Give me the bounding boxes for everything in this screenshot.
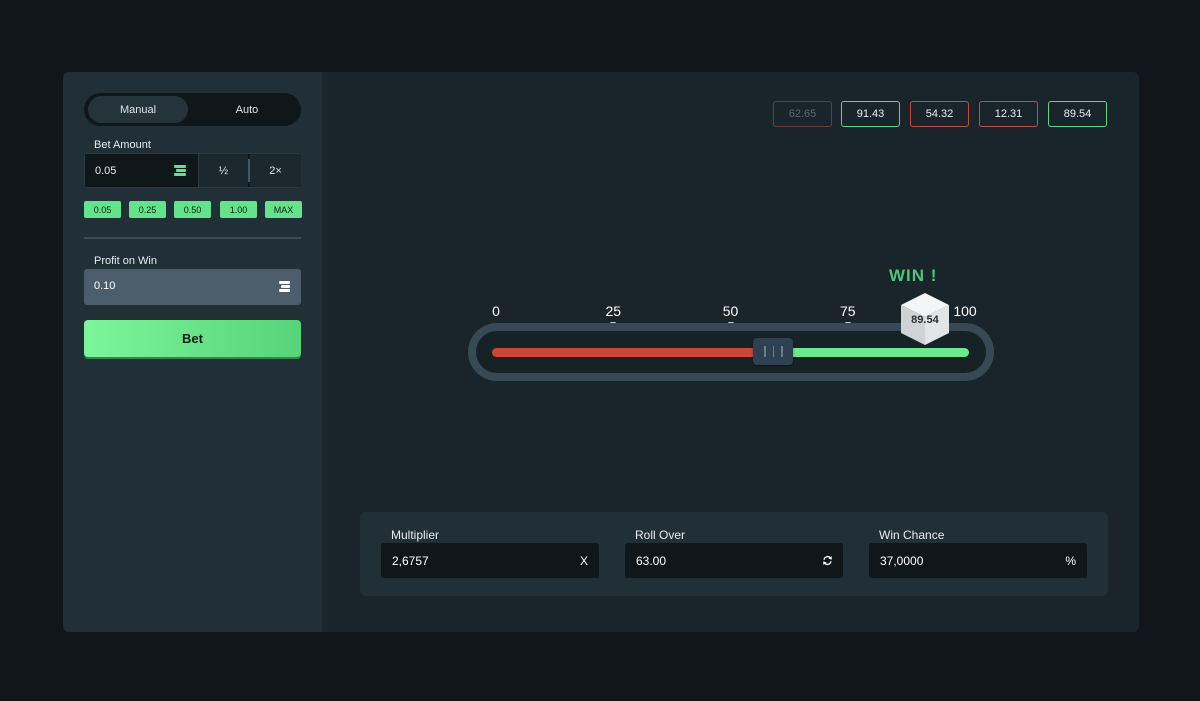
multiplier-value: 2,6757 [392,554,429,568]
profit-value: 0.10 [94,280,116,292]
dice-icon [900,293,949,345]
scale-tick-label: 50 [722,303,739,319]
profit-on-win-label: Profit on Win [94,255,157,267]
tab-auto[interactable]: Auto [235,103,259,116]
scale-tick-label: 75 [839,303,856,319]
result-dice: 89.54 [899,291,951,347]
history-chip: 62.65 [773,101,832,127]
preset-button-1-00[interactable]: 1.00 [220,201,257,218]
win-chance-suffix: % [1065,554,1076,568]
roll-over-label: Roll Over [635,528,686,542]
roll-over-slider-handle[interactable] [753,338,794,365]
win-chance-field[interactable]: 37,0000 % [869,543,1087,578]
double-bet-button[interactable]: 2× [250,154,301,187]
preset-button-0-25[interactable]: 0.25 [129,201,166,218]
preset-button-0-05[interactable]: 0.05 [84,201,121,218]
bet-sidebar: Manual Auto Bet Amount ½ 2× 0.05 0.25 0.… [63,72,323,632]
dice-result-value: 89.54 [911,314,939,326]
lose-range-bar [492,348,774,357]
win-chance-label: Win Chance [879,528,945,542]
preset-button-0-50[interactable]: 0.50 [174,201,211,218]
roll-over-field[interactable]: 63.00 [625,543,843,578]
win-chance-value: 37,0000 [880,554,924,568]
profit-on-win-field: 0.10 [84,269,301,305]
tab-manual[interactable]: Manual [88,96,188,123]
section-divider [84,237,301,239]
history-chip: 54.32 [910,101,969,127]
win-range-bar [773,348,969,357]
multiplier-suffix: X [579,554,588,568]
preset-button-max[interactable]: MAX [265,201,302,218]
stats-panel: Multiplier 2,6757 X Roll Over 63.00 Win … [360,512,1108,596]
coin-icon [174,165,186,176]
multiplier-field[interactable]: 2,6757 X [381,543,599,578]
half-bet-button[interactable]: ½ [198,154,248,187]
refresh-icon[interactable] [822,555,833,566]
win-result-text: WIN ! [889,266,938,285]
mode-toggle: Manual Auto [84,93,301,126]
bet-amount-field: ½ 2× [84,153,301,188]
history-chip: 91.43 [841,101,900,127]
scale-tick-label: 0 [492,303,500,319]
coin-icon [279,281,290,292]
history-chip: 89.54 [1048,101,1107,127]
button-divider [248,159,250,182]
history-chip: 12.31 [979,101,1038,127]
game-panel: Manual Auto Bet Amount ½ 2× 0.05 0.25 0.… [63,72,1139,632]
bet-button[interactable]: Bet [84,320,301,357]
scale-tick-label: 100 [953,303,977,319]
multiplier-label: Multiplier [391,528,440,542]
scale-tick-label: 25 [605,303,622,319]
roll-over-value: 63.00 [636,554,667,568]
bet-amount-label: Bet Amount [94,139,151,151]
